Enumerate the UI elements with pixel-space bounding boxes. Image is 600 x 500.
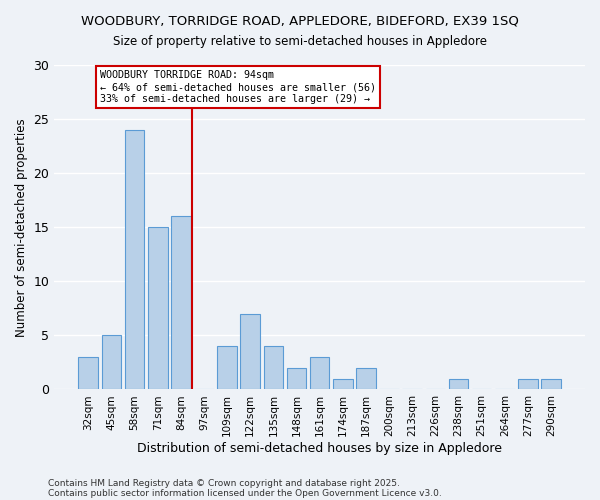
Bar — [287, 368, 307, 390]
Text: WOODBURY, TORRIDGE ROAD, APPLEDORE, BIDEFORD, EX39 1SQ: WOODBURY, TORRIDGE ROAD, APPLEDORE, BIDE… — [81, 15, 519, 28]
Bar — [356, 368, 376, 390]
Bar — [171, 216, 191, 390]
Bar — [449, 378, 469, 390]
Bar — [125, 130, 145, 390]
Bar — [541, 378, 561, 390]
Bar — [263, 346, 283, 390]
Bar — [518, 378, 538, 390]
Text: Contains public sector information licensed under the Open Government Licence v3: Contains public sector information licen… — [48, 488, 442, 498]
Bar — [241, 314, 260, 390]
Bar — [148, 227, 167, 390]
Y-axis label: Number of semi-detached properties: Number of semi-detached properties — [15, 118, 28, 336]
Bar — [333, 378, 353, 390]
Bar — [79, 357, 98, 390]
Text: Contains HM Land Registry data © Crown copyright and database right 2025.: Contains HM Land Registry data © Crown c… — [48, 478, 400, 488]
Text: WOODBURY TORRIDGE ROAD: 94sqm
← 64% of semi-detached houses are smaller (56)
33%: WOODBURY TORRIDGE ROAD: 94sqm ← 64% of s… — [100, 70, 376, 104]
X-axis label: Distribution of semi-detached houses by size in Appledore: Distribution of semi-detached houses by … — [137, 442, 502, 455]
Bar — [101, 336, 121, 390]
Bar — [310, 357, 329, 390]
Text: Size of property relative to semi-detached houses in Appledore: Size of property relative to semi-detach… — [113, 35, 487, 48]
Bar — [217, 346, 237, 390]
